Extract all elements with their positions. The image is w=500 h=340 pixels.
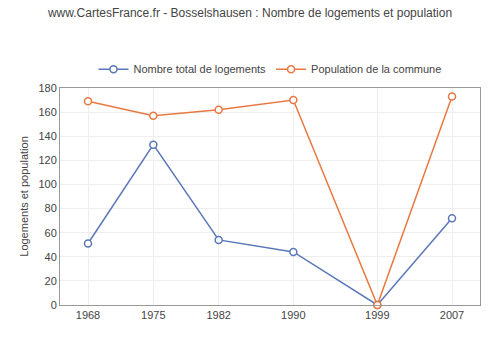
svg-text:1975: 1975 [141,309,165,321]
svg-text:www.CartesFrance.fr - Bosselsh: www.CartesFrance.fr - Bosselshausen : No… [47,6,452,20]
svg-text:160: 160 [38,106,56,118]
svg-text:0: 0 [51,299,57,311]
svg-text:120: 120 [38,154,56,166]
svg-text:100: 100 [38,178,56,190]
svg-text:180: 180 [38,82,56,94]
svg-text:Nombre total de logements: Nombre total de logements [134,63,267,75]
svg-text:1982: 1982 [206,309,230,321]
svg-text:1999: 1999 [365,309,389,321]
svg-text:40: 40 [45,251,57,263]
svg-text:1968: 1968 [76,309,100,321]
svg-text:60: 60 [45,227,57,239]
svg-text:1990: 1990 [281,309,305,321]
svg-text:80: 80 [45,202,57,214]
svg-text:2007: 2007 [440,309,464,321]
svg-text:140: 140 [38,130,56,142]
svg-text:Population de la commune: Population de la commune [311,63,441,75]
svg-text:Logements et population: Logements et population [18,136,30,256]
svg-text:20: 20 [45,275,57,287]
